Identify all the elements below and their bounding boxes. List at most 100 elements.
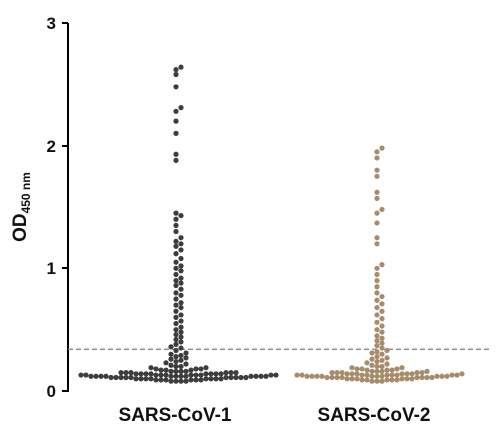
data-point-2-57 [384, 367, 390, 373]
data-point-1-18 [128, 374, 134, 381]
data-point-1-30 [168, 373, 174, 379]
data-point-2-17 [419, 374, 425, 381]
data-point-2-24 [369, 373, 375, 379]
data-point-1-132 [173, 210, 179, 216]
data-point-1-17 [218, 376, 224, 382]
data-point-1-138 [178, 105, 184, 111]
data-point-2-58 [364, 367, 370, 373]
data-point-1-67 [183, 368, 189, 374]
data-point-2-32 [384, 372, 390, 378]
data-point-1-96 [173, 331, 179, 338]
data-point-1-141 [173, 67, 179, 73]
data-point-2-101 [379, 262, 385, 268]
data-point-1-120 [173, 259, 179, 265]
data-point-2-14 [339, 374, 345, 381]
data-point-1-56 [133, 371, 139, 377]
data-point-2-42 [399, 371, 405, 377]
data-point-1-73 [198, 366, 204, 372]
data-point-1-99 [178, 324, 184, 330]
data-point-2-31 [304, 373, 310, 379]
data-point-1-36 [93, 373, 99, 379]
data-point-2-64 [349, 365, 355, 371]
data-point-2-112 [374, 149, 380, 155]
data-point-2-39 [454, 372, 460, 378]
data-point-2-26 [434, 373, 440, 379]
y-tick-label-1: 1 [47, 259, 56, 278]
y-axis-title: OD450 nm [10, 172, 33, 242]
data-point-1-130 [173, 216, 179, 222]
data-point-1-26 [108, 374, 114, 381]
data-point-1-131 [178, 212, 184, 219]
data-point-1-54 [138, 371, 144, 377]
data-point-2-96 [374, 290, 380, 296]
data-point-2-83 [379, 335, 385, 341]
data-point-2-55 [369, 368, 375, 374]
y-tick-label-3: 3 [47, 14, 56, 33]
data-point-1-23 [233, 374, 239, 381]
y-tick-label-0: 0 [47, 382, 56, 401]
data-point-1-74 [148, 365, 154, 371]
data-point-1-39 [263, 373, 269, 379]
data-point-1-16 [133, 376, 139, 382]
data-point-2-59 [389, 367, 395, 373]
data-point-2-88 [374, 319, 380, 325]
data-point-2-82 [374, 338, 380, 344]
data-point-1-8 [153, 377, 159, 383]
data-point-2-84 [374, 333, 380, 339]
data-point-2-89 [379, 316, 385, 322]
data-point-2-46 [409, 371, 415, 377]
data-point-1-87 [168, 351, 174, 357]
data-point-2-33 [364, 372, 370, 378]
data-point-1-139 [173, 84, 179, 90]
data-point-1-124 [173, 243, 179, 249]
data-point-1-140 [173, 71, 179, 78]
data-point-2-74 [374, 354, 380, 360]
data-point-2-81 [379, 340, 385, 346]
data-point-2-99 [374, 271, 380, 278]
data-point-2-111 [374, 155, 380, 161]
data-point-2-107 [374, 195, 380, 202]
data-point-1-91 [168, 344, 174, 350]
data-point-1-119 [178, 263, 184, 269]
data-point-2-90 [374, 312, 380, 318]
data-point-1-108 [173, 296, 179, 302]
data-point-1-7 [193, 377, 199, 383]
data-point-2-87 [379, 323, 385, 329]
data-point-2-103 [374, 235, 380, 241]
data-point-1-81 [173, 358, 179, 365]
data-point-1-48 [78, 372, 84, 378]
data-point-1-0 [173, 378, 179, 384]
data-point-1-93 [178, 339, 184, 345]
data-point-2-52 [329, 370, 335, 376]
y-axis: 0 1 2 3 [47, 14, 69, 401]
data-point-1-71 [193, 366, 199, 372]
data-point-2-97 [374, 284, 380, 290]
data-point-1-11 [203, 376, 209, 382]
data-point-1-121 [178, 255, 184, 262]
data-point-2-77 [374, 349, 380, 355]
data-point-1-21 [228, 374, 234, 381]
data-point-2-73 [384, 355, 390, 361]
data-point-1-60 [123, 370, 129, 376]
data-point-2-70 [374, 358, 380, 365]
data-point-1-95 [178, 334, 184, 340]
data-point-2-63 [399, 365, 405, 371]
data-point-2-25 [319, 373, 325, 379]
svg-text:OD450 nm: OD450 nm [10, 172, 33, 242]
data-point-1-22 [118, 374, 124, 381]
data-point-1-115 [178, 275, 184, 281]
data-point-2-108 [374, 189, 380, 195]
data-point-1-10 [148, 376, 154, 382]
data-point-2-106 [379, 206, 385, 213]
data-point-1-37 [258, 373, 264, 379]
data-point-1-50 [148, 371, 154, 377]
data-point-1-5 [188, 377, 194, 383]
data-point-2-10 [349, 376, 355, 382]
category-label-sars-cov-1: SARS-CoV-1 [119, 405, 232, 426]
data-point-2-43 [349, 371, 355, 377]
data-point-1-113 [178, 280, 184, 286]
data-point-2-18 [329, 374, 335, 381]
data-point-1-98 [173, 327, 179, 333]
data-point-1-33 [248, 373, 254, 379]
data-point-1-122 [173, 251, 179, 257]
